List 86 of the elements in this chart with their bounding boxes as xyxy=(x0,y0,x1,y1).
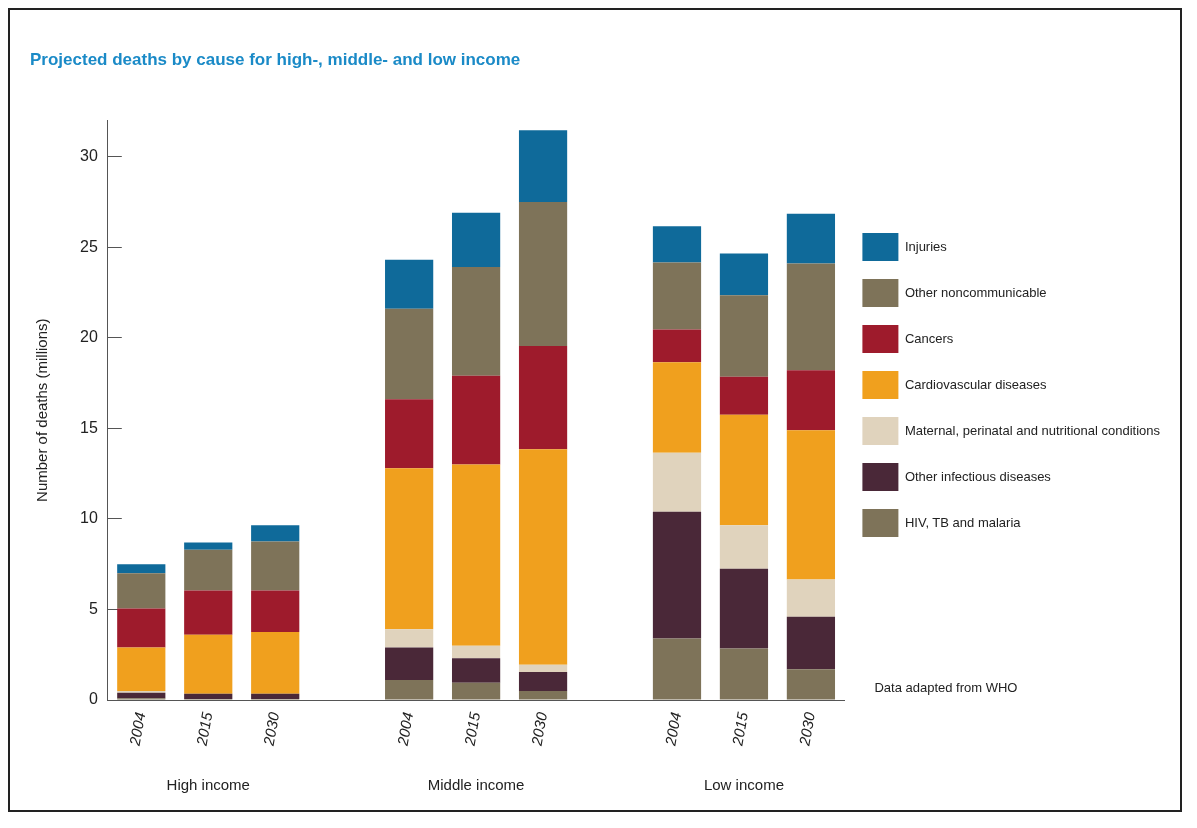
bar xyxy=(451,658,501,683)
bar xyxy=(184,549,233,591)
bar xyxy=(385,399,434,469)
y-tick-label: 10 xyxy=(80,509,98,527)
bar xyxy=(385,259,434,309)
bar xyxy=(184,542,233,550)
text: Low income xyxy=(703,776,784,793)
bar xyxy=(652,452,702,512)
legend-label: Other infectious diseases xyxy=(904,468,1052,484)
bar xyxy=(451,375,501,465)
bar xyxy=(251,525,300,542)
bar xyxy=(184,634,233,694)
bar xyxy=(786,579,836,617)
bar xyxy=(652,226,702,263)
bar xyxy=(652,329,702,363)
bar xyxy=(385,468,434,630)
bar xyxy=(518,690,568,700)
bar xyxy=(652,262,702,330)
bar xyxy=(518,130,568,202)
bar xyxy=(451,464,501,646)
chart-title: Projected deaths by cause for high-, middle- and low income xyxy=(30,49,521,69)
bar xyxy=(719,295,769,377)
y-tick-label: 25 xyxy=(80,237,98,255)
bar xyxy=(451,645,501,659)
x-tick-label: 2004 xyxy=(125,710,149,748)
bar xyxy=(652,511,702,639)
bar xyxy=(786,616,836,670)
x-tick-label: 2015 xyxy=(728,710,752,748)
bar xyxy=(385,647,434,681)
legend-label: Cardiovascular diseases xyxy=(904,376,1048,392)
bar xyxy=(385,680,434,700)
bar xyxy=(719,525,769,569)
text: Middle income xyxy=(427,776,525,793)
bar xyxy=(518,664,568,672)
bar xyxy=(451,212,501,268)
legend-label: Other noncommunicable xyxy=(904,284,1047,300)
bar xyxy=(786,263,836,371)
y-tick-label: 15 xyxy=(80,418,98,436)
x-tick-label: 2030 xyxy=(527,710,551,748)
bar xyxy=(518,345,568,450)
bar xyxy=(251,632,300,694)
bar xyxy=(385,308,434,400)
legend-label: Maternal, perinatal and nutritional conditions xyxy=(904,422,1161,438)
bar xyxy=(451,267,501,376)
bar xyxy=(518,201,568,346)
bar xyxy=(719,253,769,296)
bar xyxy=(719,414,769,526)
bar xyxy=(786,213,836,264)
bar xyxy=(251,693,300,700)
bar xyxy=(518,449,568,665)
bar xyxy=(117,573,166,609)
y-tick-label: 30 xyxy=(80,147,98,165)
x-tick-label: 2004 xyxy=(393,710,417,748)
bar xyxy=(251,590,300,633)
y-tick-label: 5 xyxy=(88,599,98,617)
y-axis-title: Number of deaths (millions) xyxy=(33,318,51,502)
text: High income xyxy=(166,776,250,793)
legend-label: HIV, TB and malaria xyxy=(904,514,1022,530)
y-tick-label: 20 xyxy=(80,328,98,346)
bar xyxy=(786,669,836,700)
bar xyxy=(518,671,568,691)
bar xyxy=(652,638,702,700)
bar xyxy=(451,682,501,700)
bar xyxy=(786,430,836,580)
y-tick-label: 0 xyxy=(88,690,98,708)
bar xyxy=(184,693,233,700)
bar xyxy=(652,362,702,453)
legend-label: Injuries xyxy=(904,238,948,254)
bar xyxy=(719,376,769,415)
bar xyxy=(786,370,836,431)
bar xyxy=(117,608,166,648)
x-tick-label: 2015 xyxy=(460,710,484,748)
bar xyxy=(117,692,166,699)
text: Data adapted from WHO xyxy=(874,680,1018,696)
x-tick-label: 2030 xyxy=(259,710,283,748)
bar xyxy=(385,629,434,648)
x-tick-label: 2015 xyxy=(192,710,216,748)
bar xyxy=(184,590,233,635)
legend-label: Cancers xyxy=(904,330,954,346)
x-tick-label: 2030 xyxy=(795,710,819,748)
bar xyxy=(719,648,769,700)
bar xyxy=(117,647,166,691)
bar xyxy=(719,568,769,649)
x-tick-label: 2004 xyxy=(661,710,685,748)
bar xyxy=(251,541,300,591)
bar xyxy=(117,564,166,574)
